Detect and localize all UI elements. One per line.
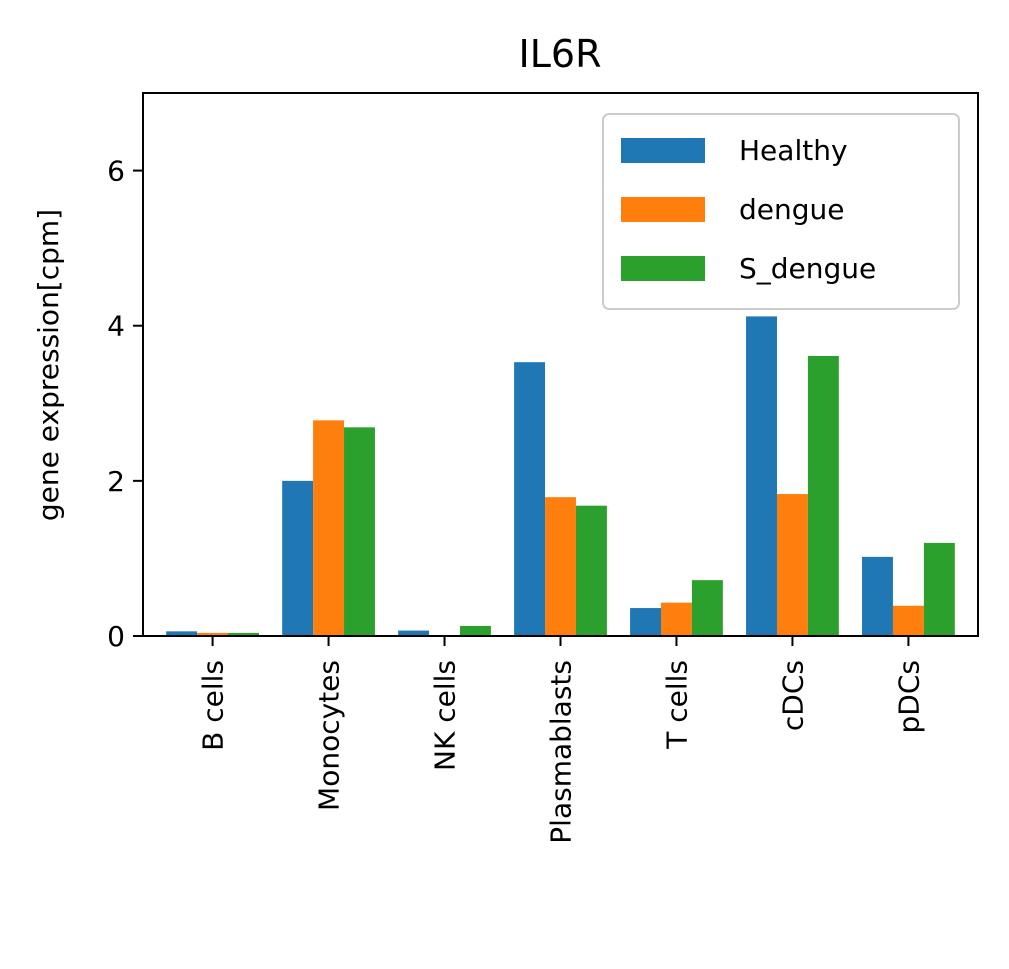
- bar-s-dengue-nk-cells: [459, 625, 491, 636]
- bar-dengue-b-cells: [197, 632, 229, 636]
- bar-healthy-nk-cells: [398, 630, 430, 636]
- y-axis: 0 2 4 6: [107, 155, 143, 653]
- bar-s-dengue-t-cells: [691, 580, 723, 636]
- bar-s-dengue-b-cells: [228, 632, 259, 636]
- legend: Healthy dengue S_dengue: [602, 113, 960, 310]
- legend-label: S_dengue: [739, 252, 876, 285]
- x-tick-label: Plasmablasts: [545, 660, 578, 844]
- bar-dengue-monocytes: [313, 420, 345, 636]
- bar-s-dengue-plasmablasts: [575, 505, 607, 636]
- bar-healthy-pdcs: [862, 556, 893, 636]
- x-tick-label: B cells: [197, 660, 230, 751]
- y-axis-label: gene expression[cpm]: [32, 209, 65, 521]
- x-tick-label: cDCs: [776, 660, 809, 731]
- legend-swatch-healthy: [621, 138, 705, 163]
- legend-swatch-dengue: [621, 197, 705, 222]
- legend-swatch-s-dengue: [621, 256, 705, 281]
- legend-label: dengue: [739, 193, 845, 226]
- bar-healthy-plasmablasts: [514, 362, 546, 636]
- y-tick-label: 0: [107, 620, 125, 653]
- bar-s-dengue-pdcs: [923, 542, 955, 636]
- bar-s-dengue-cdcs: [807, 355, 839, 636]
- bar-healthy-b-cells: [166, 631, 198, 636]
- bar-healthy-monocytes: [282, 480, 314, 636]
- y-tick-label: 4: [107, 310, 125, 343]
- y-tick-label: 6: [107, 155, 125, 188]
- bar-healthy-cdcs: [746, 316, 777, 636]
- x-tick-label: NK cells: [429, 660, 462, 771]
- bar-dengue-t-cells: [661, 602, 692, 636]
- y-tick-label: 2: [107, 465, 125, 498]
- bar-dengue-pdcs: [892, 605, 924, 636]
- bar-dengue-cdcs: [776, 494, 808, 636]
- x-tick-label: Monocytes: [313, 660, 346, 811]
- chart-title: IL6R: [519, 32, 602, 76]
- x-tick-label: T cells: [660, 660, 693, 750]
- bar-dengue-plasmablasts: [545, 497, 576, 636]
- x-tick-label: pDCs: [892, 660, 925, 733]
- bars-group: [166, 316, 955, 636]
- bar-healthy-t-cells: [630, 608, 662, 636]
- legend-label: Healthy: [739, 134, 848, 167]
- x-axis: B cells Monocytes NK cells Plasmablasts T ce…: [197, 636, 925, 844]
- bar-s-dengue-monocytes: [344, 427, 375, 636]
